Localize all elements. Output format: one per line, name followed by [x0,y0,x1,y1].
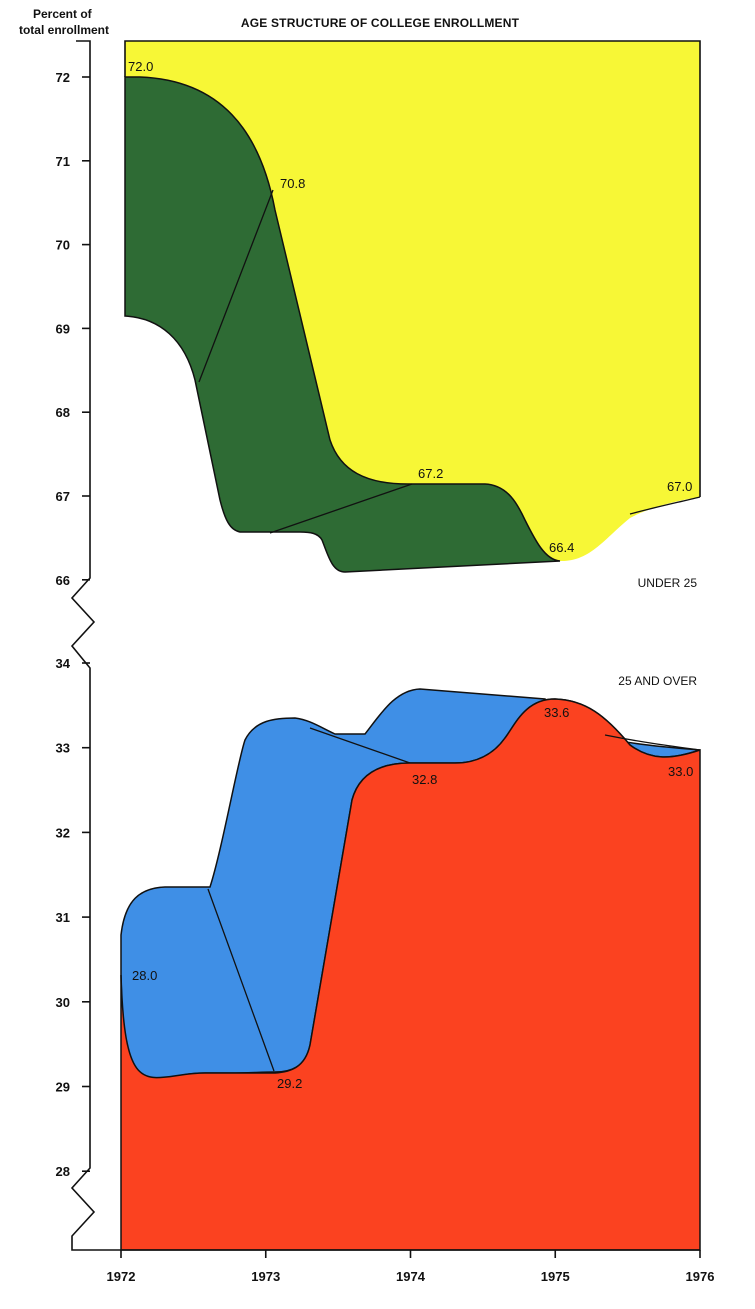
data-label-25-and-over-1975: 33.6 [544,705,569,720]
under-25-ribbon-edge-1974 [269,483,413,534]
under-25-frame [124,40,701,497]
25-and-over-ribbon-edge-1974 [309,727,411,764]
y-tick-label-bottom-33: 33 [56,741,70,756]
25-and-over-panel [120,688,701,1251]
data-label-25-and-over-1976: 33.0 [668,764,693,779]
data-label-under-25-1975: 66.4 [549,540,574,555]
series-label-25-and-over: 25 AND OVER [618,674,697,688]
y-tick-label-top-66: 66 [56,573,70,588]
data-label-under-25-1976: 67.0 [667,479,692,494]
x-tick-label-1972: 1972 [107,1269,136,1284]
y-tick-label-top-71: 71 [56,154,70,169]
x-axis-ticks: 1972 1973 1974 1975 1976 [107,1250,715,1284]
y-tick-label-bottom-28: 28 [56,1164,70,1179]
y-axis-label: Percent of total enrollment [19,7,109,37]
y-tick-label-top-72: 72 [56,70,70,85]
x-tick-label-1973: 1973 [251,1269,280,1284]
25-and-over-ribbon-edge-1976 [604,734,701,751]
y-tick-label-top-70: 70 [56,238,70,253]
under-25-area [125,41,700,562]
25-and-over-area [120,698,701,1251]
data-label-under-25-1974: 67.2 [418,466,443,481]
y-tick-label-top-67: 67 [56,489,70,504]
under-25-ribbon-edge-1976 [629,496,701,515]
y-tick-label-bottom-34: 34 [56,656,71,671]
under-25-ribbon-edge-1973 [198,189,274,383]
chart-title: AGE STRUCTURE OF COLLEGE ENROLLMENT [241,16,520,30]
y-tick-label-top-69: 69 [56,321,70,336]
series-label-under-25: UNDER 25 [638,576,698,590]
y-tick-label-top-68: 68 [56,405,70,420]
y-tick-label-bottom-29: 29 [56,1080,70,1095]
y-tick-label-bottom-30: 30 [56,995,70,1010]
data-label-under-25-1973: 70.8 [280,176,305,191]
x-tick-label-1974: 1974 [396,1269,426,1284]
y-axis-ticks: 72 71 70 69 68 67 66 34 33 32 31 30 29 28 [56,70,90,1179]
x-tick-label-1975: 1975 [541,1269,570,1284]
data-label-under-25-1972: 72.0 [128,59,153,74]
x-tick-label-1976: 1976 [686,1269,715,1284]
25-and-over-ribbon-edge-1973 [207,888,275,1072]
y-tick-label-bottom-32: 32 [56,825,70,840]
y-tick-label-bottom-31: 31 [56,910,70,925]
y-axis-line [70,40,700,1251]
y-axis-label-line1: Percent of [33,7,93,21]
data-label-25-and-over-1972: 28.0 [132,968,157,983]
under-25-panel [124,40,701,573]
data-label-25-and-over-1973: 29.2 [277,1076,302,1091]
data-label-25-and-over-1974: 32.8 [412,772,437,787]
y-axis-label-line2: total enrollment [19,23,109,37]
